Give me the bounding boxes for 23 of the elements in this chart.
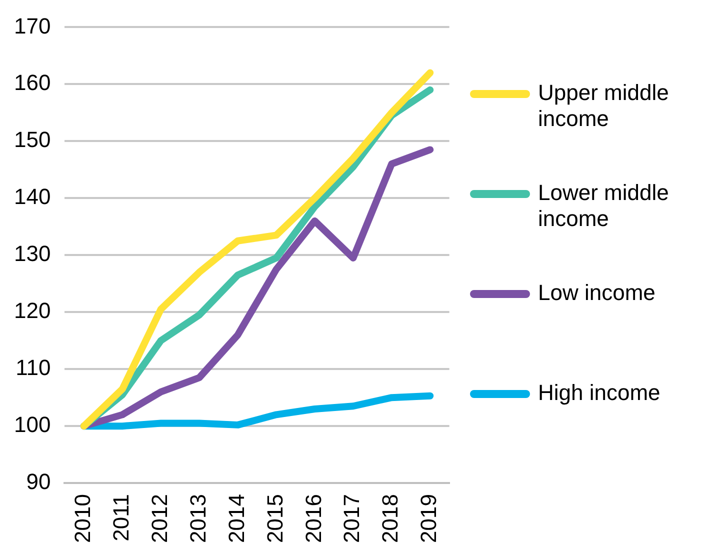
y-tick-label: 100 — [14, 412, 51, 438]
y-tick-label: 160 — [14, 70, 51, 96]
x-tick-label: 2018 — [378, 494, 403, 544]
x-tick-label: 2015 — [262, 494, 288, 544]
y-tick-label: 140 — [14, 184, 51, 210]
legend-label: Upper middle income — [538, 80, 670, 132]
y-tick-label: 170 — [14, 13, 51, 38]
x-tick-label: 2016 — [300, 494, 326, 544]
x-tick-label: 2012 — [146, 494, 172, 544]
y-tick-label: 120 — [14, 298, 51, 324]
y-tick-label: 150 — [14, 127, 51, 152]
x-tick-label: 2011 — [108, 494, 134, 542]
y-tick-label: 110 — [16, 355, 51, 380]
x-tick-label: 2019 — [416, 494, 442, 544]
legend-label: Low income — [538, 280, 656, 306]
legend-label: High income — [538, 380, 660, 406]
y-tick-label: 90 — [26, 469, 51, 494]
x-tick-label: 2013 — [185, 494, 210, 544]
x-tick-label: 2014 — [224, 494, 249, 544]
y-tick-label: 130 — [14, 241, 51, 266]
x-tick-label: 2010 — [70, 494, 95, 544]
legend-label: Lower middle income — [538, 180, 670, 232]
x-tick-label: 2017 — [339, 494, 364, 544]
